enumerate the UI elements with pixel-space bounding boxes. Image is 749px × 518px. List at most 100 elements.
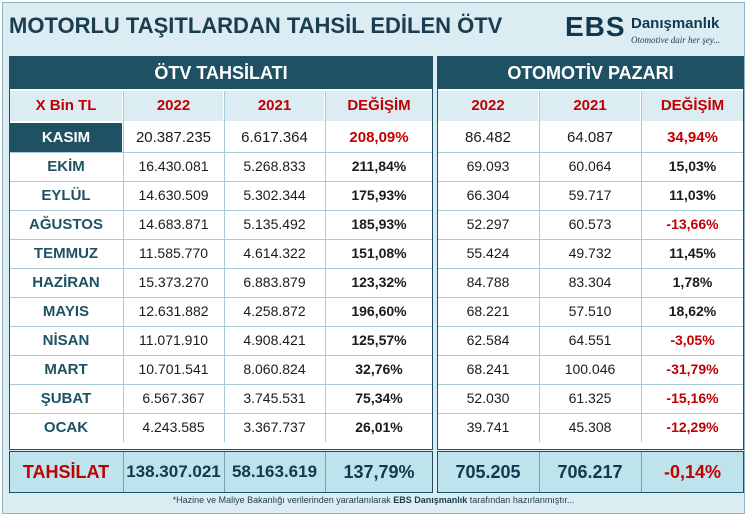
total-label: TAHSİLAT — [22, 462, 110, 482]
market-2022-value: 62.584 — [466, 332, 510, 348]
market-2022-value: 39.741 — [466, 419, 510, 435]
column-divider — [539, 91, 540, 442]
market-2021-value: 45.308 — [568, 419, 612, 435]
market-2022-value: 86.482 — [465, 129, 511, 146]
table-row: TEMMUZ 11.585.770 4.614.322 151,08% — [10, 239, 432, 268]
col-head-otv-2022: 2022 — [124, 91, 223, 121]
otv-change-value: 185,93% — [351, 216, 407, 232]
row-divider — [10, 268, 432, 269]
logo-name: Danışmanlık — [631, 15, 720, 32]
row-divider — [438, 413, 743, 414]
month-label: MART — [44, 361, 88, 378]
otv-collection-table: ÖTV TAHSİLATI X Bin TL 2022 2021 DEĞİŞİM… — [9, 56, 433, 450]
market-change-value: 15,03% — [668, 158, 717, 174]
otv-2021-value: 8.060.824 — [243, 361, 306, 377]
table-row: 69.093 60.064 15,03% — [438, 152, 743, 181]
otv-2022-value: 16.430.081 — [138, 158, 209, 174]
market-2021-value: 59.717 — [568, 187, 612, 203]
row-divider — [10, 326, 432, 327]
row-divider — [10, 239, 432, 240]
total-market-2021: 706.217 — [557, 462, 623, 482]
total-market-change: -0,14% — [663, 462, 722, 482]
table-row: 55.424 49.732 11,45% — [438, 239, 743, 268]
otv-2021-value: 4.614.322 — [243, 245, 306, 261]
otv-2022-value: 11.071.910 — [138, 332, 209, 348]
auto-market-table: OTOMOTİV PAZARI 2022 2021 DEĞİŞİM 86.482… — [437, 56, 744, 450]
month-label: EYLÜL — [41, 187, 91, 204]
row-divider — [438, 239, 743, 240]
table-row: MAYIS 12.631.882 4.258.872 196,60% — [10, 297, 432, 326]
source-note-post: tarafından hazırlanmıştır... — [467, 495, 575, 505]
otv-2021-value: 5.135.492 — [243, 216, 306, 232]
month-label: HAZİRAN — [32, 274, 100, 291]
market-change-value: 18,62% — [668, 303, 717, 319]
table-row: AĞUSTOS 14.683.871 5.135.492 185,93% — [10, 210, 432, 239]
otv-2022-value: 10.701.541 — [138, 361, 209, 377]
row-divider — [438, 326, 743, 327]
row-divider — [10, 413, 432, 414]
otv-change-value: 151,08% — [351, 245, 407, 261]
otv-2022-value: 12.631.882 — [138, 303, 209, 319]
otv-2021-value: 5.268.833 — [243, 158, 306, 174]
market-2022-value: 84.788 — [466, 274, 510, 290]
month-label: NİSAN — [42, 332, 90, 349]
month-label: KASIM — [10, 123, 122, 152]
row-divider — [438, 268, 743, 269]
total-market-2022: 705.205 — [455, 462, 521, 482]
market-total-row: 705.205 706.217 -0,14% — [437, 451, 744, 493]
section-title-otv: ÖTV TAHSİLATI — [10, 57, 432, 89]
otv-2022-value: 6.567.367 — [142, 390, 205, 406]
row-divider — [438, 152, 743, 153]
table-row: KASIM 20.387.235 6.617.364 208,09% — [10, 123, 432, 152]
table-row: 68.241 100.046 -31,79% — [438, 355, 743, 384]
month-label: AĞUSTOS — [29, 216, 103, 233]
row-divider — [10, 181, 432, 182]
otv-2022-value: 4.243.585 — [142, 419, 205, 435]
otv-2021-value: 3.745.531 — [243, 390, 306, 406]
logo-tagline: Otomotive dair her şey... — [631, 35, 720, 45]
row-divider — [10, 355, 432, 356]
page-title: MOTORLU TAŞITLARDAN TAHSİL EDİLEN ÖTV — [9, 13, 503, 38]
otv-2022-value: 11.585.770 — [138, 245, 209, 261]
table-row: ŞUBAT 6.567.367 3.745.531 75,34% — [10, 384, 432, 413]
month-label: EKİM — [47, 158, 85, 175]
market-2022-value: 68.241 — [466, 361, 510, 377]
otv-change-value: 32,76% — [355, 361, 403, 377]
row-divider — [10, 210, 432, 211]
table-row: 62.584 64.551 -3,05% — [438, 326, 743, 355]
otv-2022-value: 14.630.509 — [138, 187, 209, 203]
total-otv-2021: 58.163.619 — [231, 462, 318, 481]
total-otv-2022: 138.307.021 — [126, 462, 221, 481]
otv-2021-value: 4.908.421 — [243, 332, 306, 348]
col-head-market-change: DEĞİŞİM — [642, 91, 743, 121]
row-divider — [438, 210, 743, 211]
column-divider — [123, 91, 124, 442]
otv-change-value: 196,60% — [351, 303, 407, 319]
otv-2021-value: 5.302.344 — [243, 187, 306, 203]
otv-change-value: 125,57% — [351, 332, 407, 348]
month-label: OCAK — [43, 419, 89, 436]
row-divider — [10, 297, 432, 298]
market-change-value: 11,45% — [669, 245, 716, 261]
market-change-value: 1,78% — [672, 274, 713, 290]
table-row: HAZİRAN 15.373.270 6.883.879 123,32% — [10, 268, 432, 297]
market-2021-value: 57.510 — [568, 303, 612, 319]
table-row: 66.304 59.717 11,03% — [438, 181, 743, 210]
source-note-pre: *Hazine ve Maliye Bakanlığı verilerinden… — [172, 495, 394, 505]
section-title-market: OTOMOTİV PAZARI — [438, 57, 743, 89]
unit-label: X Bin TL — [10, 91, 122, 121]
table-row: 52.030 61.325 -15,16% — [438, 384, 743, 413]
month-label: TEMMUZ — [33, 245, 99, 262]
otv-2021-value: 6.883.879 — [243, 274, 306, 290]
otv-2022-value: 20.387.235 — [135, 129, 212, 146]
otv-2022-value: 15.373.270 — [138, 274, 209, 290]
market-2022-value: 68.221 — [466, 303, 510, 319]
month-label: ŞUBAT — [40, 390, 92, 407]
table-row: 86.482 64.087 34,94% — [438, 123, 743, 152]
otv-2021-value: 6.617.364 — [241, 129, 308, 146]
market-2021-value: 61.325 — [568, 390, 612, 406]
market-2021-value: 64.551 — [568, 332, 612, 348]
table-row: EKİM 16.430.081 5.268.833 211,84% — [10, 152, 432, 181]
otv-2022-value: 14.683.871 — [138, 216, 209, 232]
market-2022-value: 55.424 — [466, 245, 510, 261]
